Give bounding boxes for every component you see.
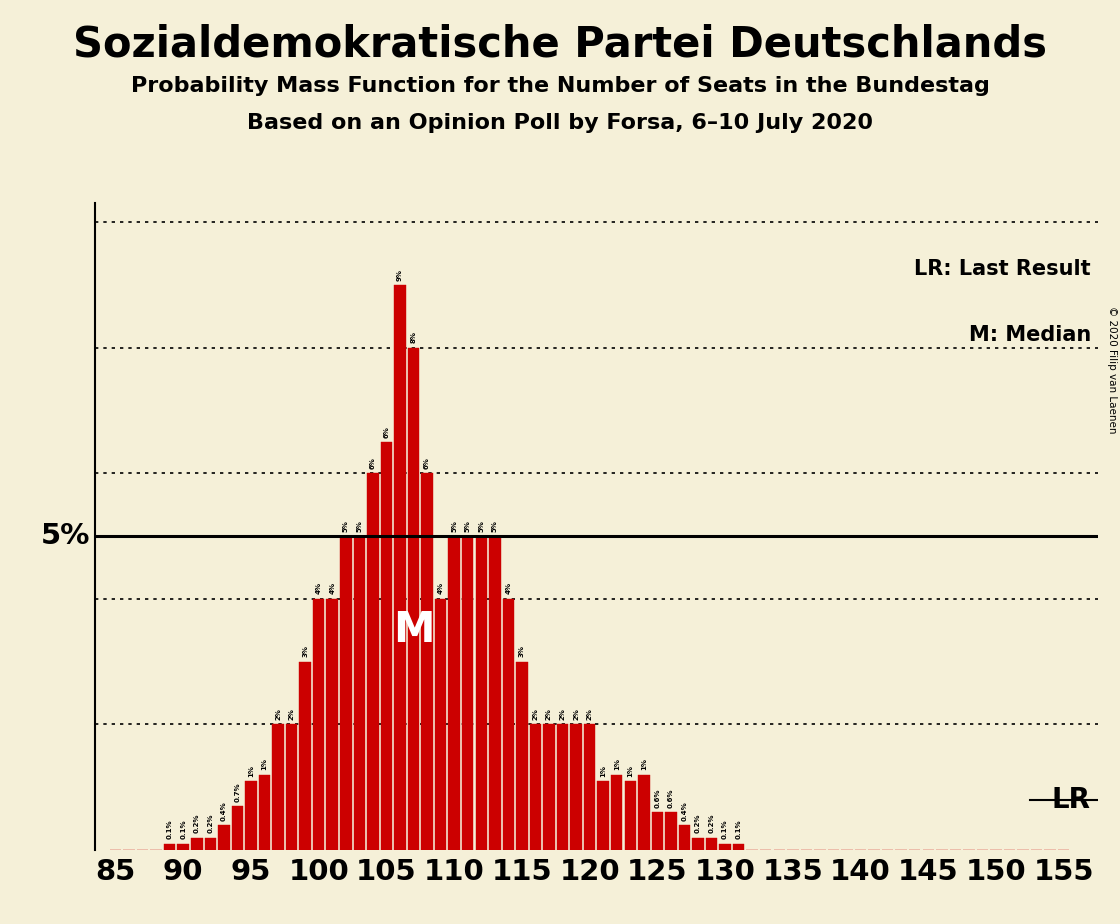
Text: 9%: 9% [396,269,403,281]
Text: 1%: 1% [600,764,606,776]
Text: LR: LR [1052,785,1091,814]
Text: © 2020 Filip van Laenen: © 2020 Filip van Laenen [1108,306,1117,433]
Bar [367,473,379,850]
Bar [597,781,609,850]
Bar [638,774,650,850]
Bar [652,812,663,850]
Bar [394,285,405,850]
Text: 4%: 4% [438,582,444,594]
Text: 2%: 2% [560,708,566,720]
Bar [245,781,256,850]
Bar [448,536,460,850]
Text: 5%: 5% [343,520,348,531]
Text: 1%: 1% [641,759,647,771]
Text: 0.2%: 0.2% [194,814,199,833]
Text: M: Median: M: Median [969,325,1091,346]
Text: 0.2%: 0.2% [207,814,213,833]
Bar [232,806,243,850]
Bar [299,662,311,850]
Bar [177,844,189,850]
Bar [530,724,541,850]
Text: 4%: 4% [505,582,512,594]
Bar [557,724,568,850]
Text: 4%: 4% [329,582,335,594]
Bar [164,844,176,850]
Text: Based on an Opinion Poll by Forsa, 6–10 July 2020: Based on an Opinion Poll by Forsa, 6–10 … [248,113,872,133]
Text: M: M [393,609,435,651]
Text: 0.1%: 0.1% [167,820,172,839]
Text: 3%: 3% [302,645,308,657]
Bar [461,536,474,850]
Bar [218,825,230,850]
Text: 2%: 2% [289,708,295,720]
Text: 5%: 5% [356,520,363,531]
Text: 0.7%: 0.7% [234,782,241,802]
Bar [327,599,338,850]
Text: 8%: 8% [411,332,417,344]
Text: Sozialdemokratische Partei Deutschlands: Sozialdemokratische Partei Deutschlands [73,23,1047,65]
Text: 5%: 5% [40,522,91,550]
Bar [489,536,501,850]
Text: 4%: 4% [316,582,321,594]
Bar [719,844,731,850]
Text: 0.6%: 0.6% [668,788,674,808]
Text: 2%: 2% [276,708,281,720]
Text: 5%: 5% [492,520,497,531]
Text: 0.4%: 0.4% [221,801,227,821]
Bar [312,599,325,850]
Text: 6%: 6% [383,426,390,437]
Bar [435,599,447,850]
Bar [205,837,216,850]
Bar [286,724,298,850]
Text: 0.2%: 0.2% [696,814,701,833]
Text: 6%: 6% [424,457,430,468]
Bar [543,724,554,850]
Text: 5%: 5% [451,520,457,531]
Text: 5%: 5% [478,520,484,531]
Bar [381,442,392,850]
Bar [692,837,703,850]
Bar [665,812,676,850]
Text: LR: Last Result: LR: Last Result [914,260,1091,279]
Text: 1%: 1% [627,764,633,776]
Text: 0.4%: 0.4% [681,801,688,821]
Bar [732,844,745,850]
Text: 6%: 6% [370,457,376,468]
Bar [192,837,203,850]
Bar [679,825,690,850]
Text: 0.2%: 0.2% [709,814,715,833]
Bar [421,473,432,850]
Bar [584,724,596,850]
Text: 5%: 5% [465,520,470,531]
Text: 1%: 1% [248,764,254,776]
Bar [272,724,283,850]
Bar [612,774,623,850]
Text: 2%: 2% [587,708,592,720]
Text: 0.1%: 0.1% [180,820,186,839]
Bar [476,536,487,850]
Text: 0.1%: 0.1% [736,820,741,839]
Bar [706,837,717,850]
Bar [259,774,270,850]
Bar [408,347,419,850]
Bar [625,781,636,850]
Text: 3%: 3% [519,645,525,657]
Text: 2%: 2% [573,708,579,720]
Text: Probability Mass Function for the Number of Seats in the Bundestag: Probability Mass Function for the Number… [131,76,989,96]
Bar [340,536,352,850]
Text: 0.6%: 0.6% [654,788,661,808]
Text: 2%: 2% [532,708,539,720]
Text: 0.1%: 0.1% [722,820,728,839]
Bar [503,599,514,850]
Bar [354,536,365,850]
Bar [570,724,581,850]
Text: 1%: 1% [614,759,619,771]
Bar [516,662,528,850]
Text: 2%: 2% [545,708,552,720]
Text: 1%: 1% [262,759,268,771]
